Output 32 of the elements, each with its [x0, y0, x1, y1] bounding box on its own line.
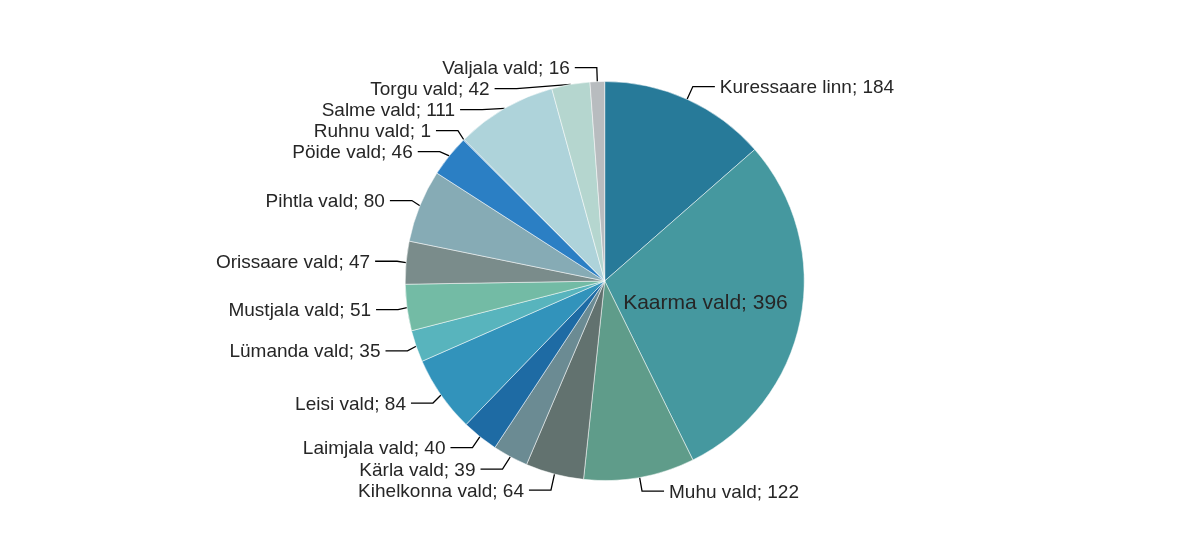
data-label: ; 84 [374, 392, 407, 414]
slice-label: Kaarma vald [623, 289, 742, 313]
data-label: ; 40 [413, 437, 446, 459]
data-label: ; 111 [415, 99, 456, 121]
data-label: ; 64 [492, 479, 525, 501]
data-label: ; 80 [353, 190, 385, 212]
data-label: ; 35 [348, 340, 381, 362]
slice-label: Torgu vald [370, 78, 458, 100]
slice-label: Kärla vald [359, 458, 444, 480]
data-label: ; 42 [457, 78, 490, 100]
data-label: ; 184 [851, 76, 895, 98]
data-label: ; 16 [538, 57, 570, 79]
slice-label: Ruhnu vald [313, 120, 410, 142]
data-label: ; 1 [409, 120, 431, 142]
slice-label: Kihelkonna vald [358, 479, 493, 501]
slice-label: Kuressaare linn [719, 76, 852, 98]
slice-label: Laimjala vald [302, 437, 414, 459]
data-label: ; 396 [741, 289, 788, 313]
slice-label: Mustjala vald [228, 299, 340, 321]
slice-label: Valjala vald [442, 57, 539, 79]
slice-label: Pöide vald [292, 141, 382, 163]
data-label: ; 51 [339, 299, 372, 321]
data-label: ; 39 [443, 458, 476, 480]
data-label: ; 46 [381, 141, 413, 163]
slice-label: Salme vald [321, 99, 416, 121]
slice-label: Orissaare vald [215, 250, 339, 272]
slice-label: Muhu vald [669, 480, 757, 502]
slice-label: Lümanda vald [229, 340, 349, 362]
slice-label: Pihtla vald [265, 190, 354, 212]
data-label: ; 47 [338, 250, 371, 272]
slice-label: Leisi vald [295, 392, 375, 414]
data-label: ; 122 [756, 480, 799, 502]
